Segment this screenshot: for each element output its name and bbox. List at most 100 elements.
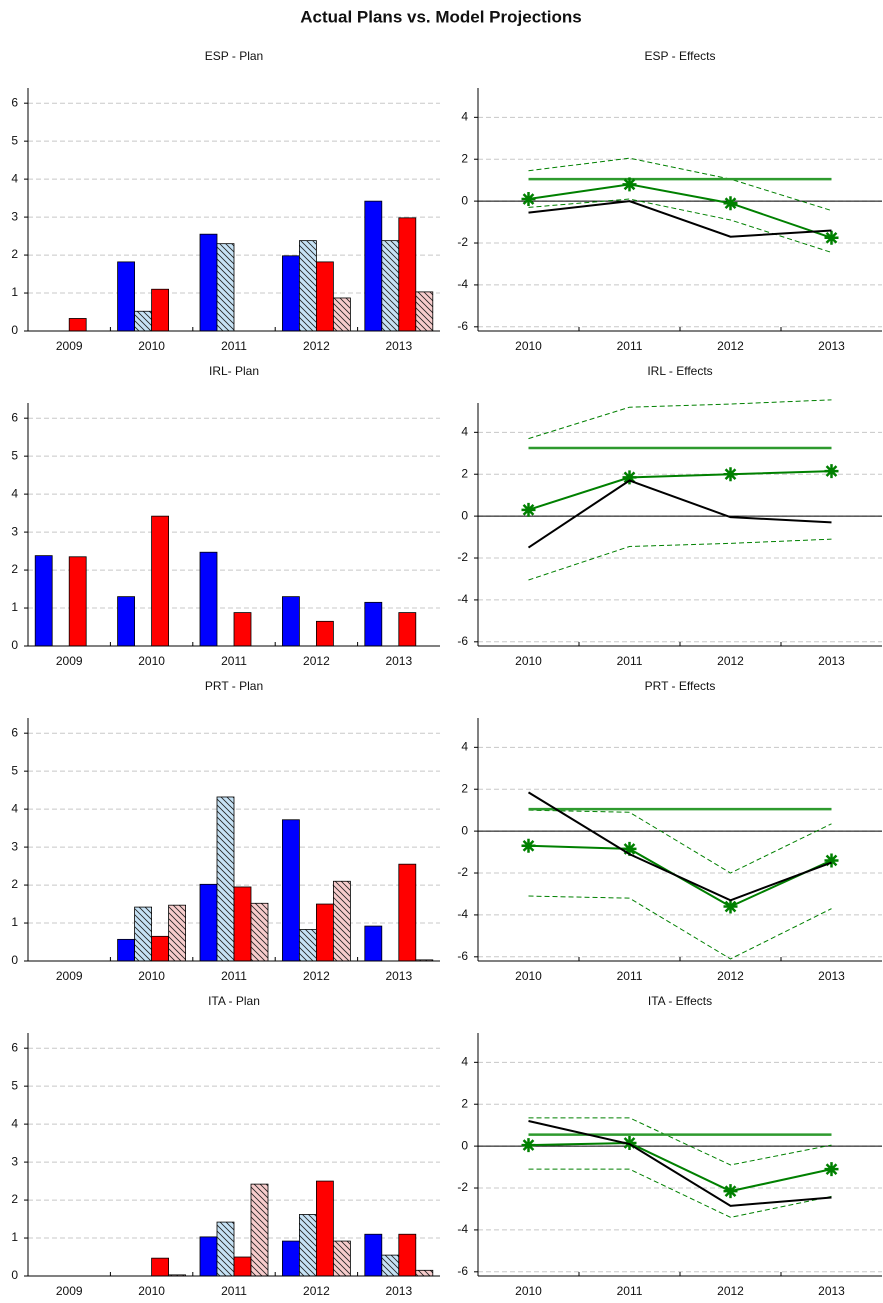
x-tick-label: 2011 (617, 654, 643, 668)
x-tick-label: 2010 (138, 654, 165, 668)
x-tick-label: 2010 (515, 654, 542, 668)
x-tick-label: 2012 (717, 654, 744, 668)
star-marker (723, 899, 738, 914)
y-tick-label: 0 (461, 193, 468, 207)
bar (415, 1269, 434, 1277)
bar (199, 551, 218, 647)
line-series (528, 809, 832, 874)
x-tick-label: 2010 (138, 1284, 165, 1298)
y-tick-label: 5 (11, 1078, 18, 1092)
chart-title: PRT - Plan (205, 679, 263, 693)
bar (34, 555, 53, 647)
x-tick-label: 2012 (303, 1284, 330, 1298)
x-tick-label: 2011 (617, 339, 643, 353)
y-tick-label: 1 (11, 1230, 18, 1244)
bar (298, 240, 317, 332)
x-tick-label: 2011 (617, 969, 643, 983)
bar (216, 243, 235, 332)
bar (117, 261, 135, 332)
bar (415, 291, 434, 332)
bar (315, 261, 334, 332)
y-tick-label: 6 (11, 410, 18, 424)
star-marker (622, 177, 637, 192)
line-series (528, 1168, 832, 1218)
bar (332, 1240, 351, 1277)
bar (134, 310, 153, 332)
x-tick-label: 2012 (303, 339, 330, 353)
y-tick-label: 4 (461, 739, 468, 753)
bar (398, 1233, 417, 1277)
y-tick-label: 6 (11, 95, 18, 109)
bar (168, 904, 187, 962)
y-tick-label: 0 (11, 638, 18, 652)
bar (315, 903, 334, 962)
y-tick-label: 4 (11, 486, 18, 500)
bar (151, 288, 170, 332)
x-tick-label: 2013 (818, 654, 845, 668)
star-marker (521, 838, 536, 853)
bar (233, 1256, 252, 1277)
y-tick-label: 4 (11, 801, 18, 815)
y-tick-label: -6 (457, 1264, 468, 1278)
line-series (527, 479, 832, 549)
bar (216, 1221, 235, 1277)
line-series (528, 200, 832, 238)
x-tick-label: 2012 (303, 969, 330, 983)
bar (298, 1214, 317, 1277)
bar (199, 233, 218, 332)
chart-title: IRL- Plan (209, 364, 259, 378)
chart-title: IRL - Effects (647, 364, 712, 378)
x-tick-label: 2013 (385, 654, 412, 668)
line-series (528, 183, 832, 239)
y-tick-label: -4 (457, 907, 468, 921)
y-tick-label: 6 (11, 725, 18, 739)
y-tick-label: 3 (11, 1154, 18, 1168)
y-tick-label: 5 (11, 448, 18, 462)
y-tick-label: 0 (461, 823, 468, 837)
y-tick-label: 4 (461, 1054, 468, 1068)
bar (199, 883, 218, 962)
bar (298, 929, 317, 962)
y-tick-label: 6 (11, 1040, 18, 1054)
star-marker (824, 464, 839, 479)
star-marker (824, 1162, 839, 1177)
star-marker (521, 1138, 536, 1153)
y-tick-label: 5 (11, 133, 18, 147)
y-tick-label: -4 (457, 1222, 468, 1236)
line-series (528, 157, 832, 212)
chart-title: ITA - Plan (208, 994, 260, 1008)
bar (281, 596, 300, 647)
bar (151, 935, 170, 962)
y-tick-label: 1 (11, 600, 18, 614)
x-tick-label: 2010 (138, 339, 165, 353)
line-series (528, 198, 832, 253)
line-series (528, 1120, 832, 1207)
line-series (528, 470, 832, 511)
y-tick-label: 0 (11, 323, 18, 337)
y-tick-label: 2 (11, 877, 18, 891)
line-series (527, 791, 832, 902)
y-tick-label: 3 (11, 209, 18, 223)
bar (233, 612, 252, 647)
line-series (528, 1117, 832, 1166)
y-tick-label: -2 (457, 235, 468, 249)
bar (151, 1257, 170, 1277)
y-tick-label: 1 (11, 285, 18, 299)
y-tick-label: 0 (461, 508, 468, 522)
y-tick-label: 2 (461, 781, 468, 795)
y-tick-label: 4 (461, 109, 468, 123)
star-marker (824, 230, 839, 245)
star-marker (723, 196, 738, 211)
bar (216, 796, 235, 962)
bar (281, 255, 300, 332)
bar (364, 1233, 383, 1277)
chart-title: ITA - Effects (648, 994, 712, 1008)
bar (364, 200, 383, 332)
star-marker (622, 841, 637, 856)
x-tick-label: 2010 (138, 969, 165, 983)
bar (364, 925, 383, 962)
x-tick-label: 2011 (221, 654, 247, 668)
x-tick-label: 2012 (717, 1284, 744, 1298)
bar (117, 938, 135, 962)
